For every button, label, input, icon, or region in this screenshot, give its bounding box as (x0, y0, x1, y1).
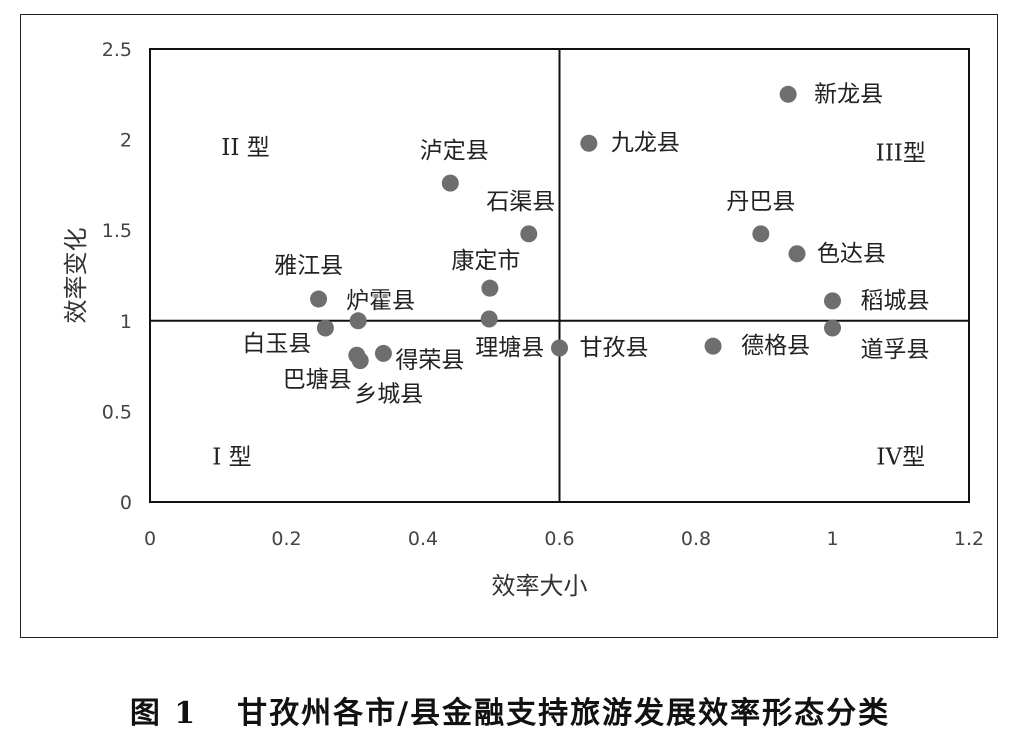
point-label: 乡城县 (354, 382, 423, 408)
y-tick-label: 2 (120, 130, 132, 152)
data-point (351, 352, 369, 370)
point-label: 稻城县 (861, 288, 930, 314)
x-tick-labels: 0 0.2 0.4 0.6 0.8 1 1.2 (144, 528, 984, 550)
data-point (779, 85, 797, 103)
y-tick-label: 0 (120, 492, 132, 514)
x-tick-label: 1 (826, 528, 838, 550)
y-axis-title: 效率变化 (62, 228, 90, 324)
data-point (824, 319, 841, 337)
x-tick-label: 0.4 (408, 528, 438, 550)
point-label: 雅江县 (274, 253, 343, 279)
x-tick-label: 0 (144, 528, 156, 550)
figure-frame (20, 14, 998, 638)
quadrant-label: IV型 (876, 445, 925, 471)
point-label: 德格县 (741, 333, 810, 359)
y-tick-label: 2.5 (102, 39, 132, 61)
x-tick-label: 1.2 (954, 528, 984, 550)
quadrant-label: III型 (876, 140, 926, 166)
x-axis-title: 效率大小 (492, 572, 588, 600)
data-point (349, 312, 367, 330)
data-point (520, 225, 538, 243)
quadrant-label: I 型 (212, 445, 251, 471)
data-point (310, 290, 328, 308)
caption-text: 甘孜州各市/县金融支持旅游发展效率形态分类 (237, 696, 891, 731)
point-label: 炉霍县 (346, 288, 415, 314)
point-label: 巴塘县 (283, 367, 352, 393)
x-tick-label: 0.2 (271, 528, 301, 550)
data-points (310, 85, 841, 370)
point-label: 康定市 (451, 248, 520, 274)
data-point (316, 319, 334, 337)
quadrant-labels: II 型 III型 I 型 IV型 (212, 135, 926, 471)
point-label: 丹巴县 (726, 189, 795, 215)
point-label: 新龙县 (814, 81, 883, 107)
data-point (551, 339, 568, 357)
data-point (824, 292, 841, 310)
point-label: 石渠县 (486, 189, 555, 215)
data-point (752, 225, 770, 243)
scatter-chart: 0 0.2 0.4 0.6 0.8 1 1.2 00.511.522.5 II 型 III型I… (62, 39, 984, 600)
point-label: 白玉县 (242, 331, 311, 357)
point-label: 得荣县 (395, 347, 464, 373)
data-point (441, 174, 459, 192)
point-label: 泸定县 (420, 138, 489, 164)
x-tick-label: 0.8 (681, 528, 711, 550)
data-point (374, 344, 392, 362)
y-tick-label: 0.5 (102, 401, 132, 423)
data-point (788, 245, 806, 263)
data-point (580, 134, 598, 152)
y-tick-label: 1 (120, 311, 132, 333)
point-label: 理塘县 (475, 335, 544, 361)
y-tick-label: 1.5 (102, 220, 132, 242)
point-label: 甘孜县 (580, 335, 649, 361)
point-label: 道孚县 (861, 337, 930, 363)
figure-caption: 图 1 甘孜州各市/县金融支持旅游发展效率形态分类 (0, 688, 1020, 732)
point-label: 九龙县 (611, 130, 680, 156)
quadrant-label: II 型 (221, 135, 269, 161)
point-label: 色达县 (817, 241, 886, 267)
y-tick-labels: 0 0.5 1 1.5 2 2.5 (102, 39, 132, 514)
data-point (480, 310, 498, 328)
data-point (481, 279, 499, 297)
x-tick-label: 0.6 (544, 528, 574, 550)
data-point (704, 337, 722, 355)
figure-number: 图 1 (129, 696, 198, 731)
